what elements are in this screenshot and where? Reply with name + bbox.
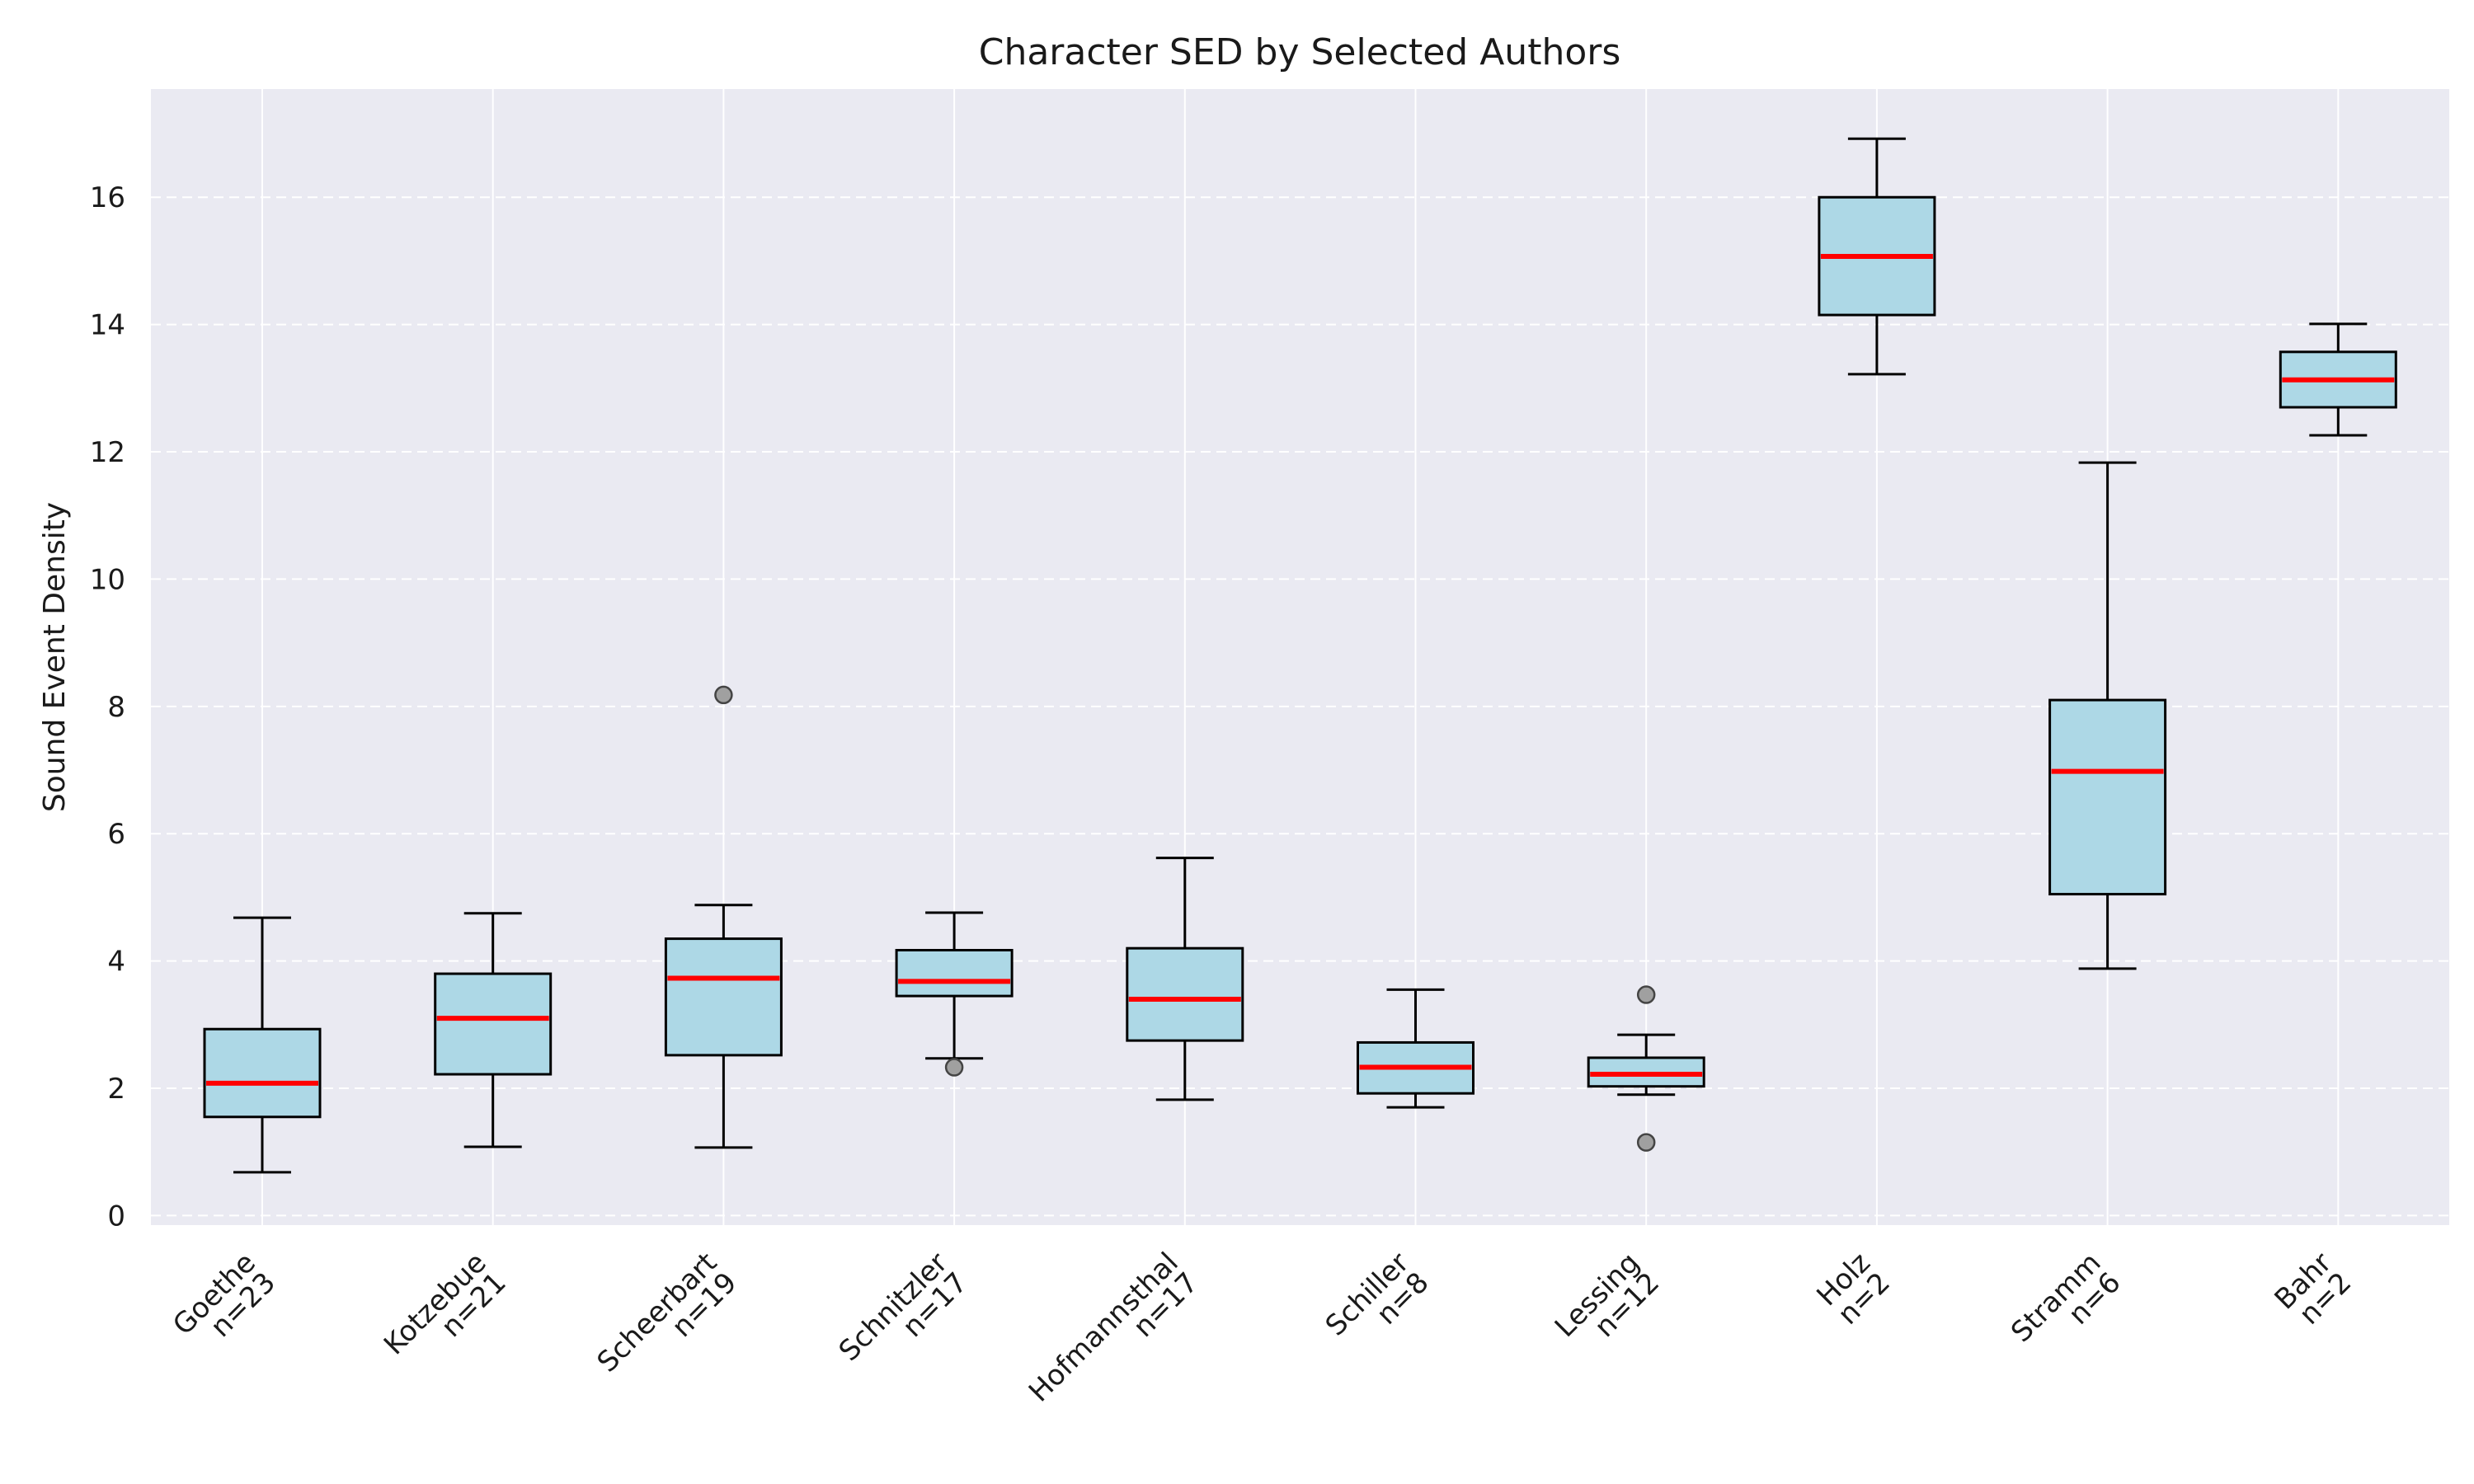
y-tick-label: 0 bbox=[107, 1200, 125, 1233]
y-tick-label: 2 bbox=[107, 1073, 125, 1106]
y-tick-label: 14 bbox=[90, 309, 125, 342]
outlier-point bbox=[1636, 985, 1656, 1004]
box-iqr bbox=[2048, 698, 2167, 896]
box-series bbox=[203, 137, 2397, 1174]
chart-title: Character SED by Selected Authors bbox=[979, 31, 1621, 73]
y-tick-label: 8 bbox=[107, 691, 125, 724]
box-iqr bbox=[895, 949, 1014, 998]
box-scheerbart bbox=[664, 685, 783, 1149]
box-goethe bbox=[203, 916, 322, 1174]
box-iqr bbox=[664, 937, 783, 1057]
box-hofmannsthal bbox=[1126, 857, 1244, 1101]
box-schiller bbox=[1357, 988, 1475, 1109]
grid-lines bbox=[151, 89, 2449, 1225]
outlier-point bbox=[1636, 1133, 1656, 1152]
y-tick-label: 6 bbox=[107, 818, 125, 851]
outlier-point bbox=[944, 1058, 964, 1077]
y-tick-label: 12 bbox=[90, 436, 125, 469]
y-tick-label: 16 bbox=[90, 181, 125, 214]
box-iqr bbox=[1126, 946, 1244, 1042]
y-axis-label: Sound Event Density bbox=[38, 502, 72, 812]
box-iqr bbox=[434, 972, 553, 1076]
box-kotzebue bbox=[434, 912, 553, 1148]
box-holz bbox=[1818, 137, 1936, 376]
y-tick-label: 10 bbox=[90, 563, 125, 596]
outlier-point bbox=[714, 685, 733, 705]
box-iqr bbox=[203, 1027, 322, 1119]
box-lessing bbox=[1587, 985, 1705, 1152]
y-axis-ticks: 0 2 4 6 8 10 12 14 16 bbox=[90, 181, 125, 1233]
y-tick-label: 4 bbox=[107, 946, 125, 979]
box-stramm bbox=[2048, 461, 2167, 970]
box-bahr bbox=[2279, 322, 2397, 437]
box-schnitzler bbox=[895, 911, 1014, 1077]
